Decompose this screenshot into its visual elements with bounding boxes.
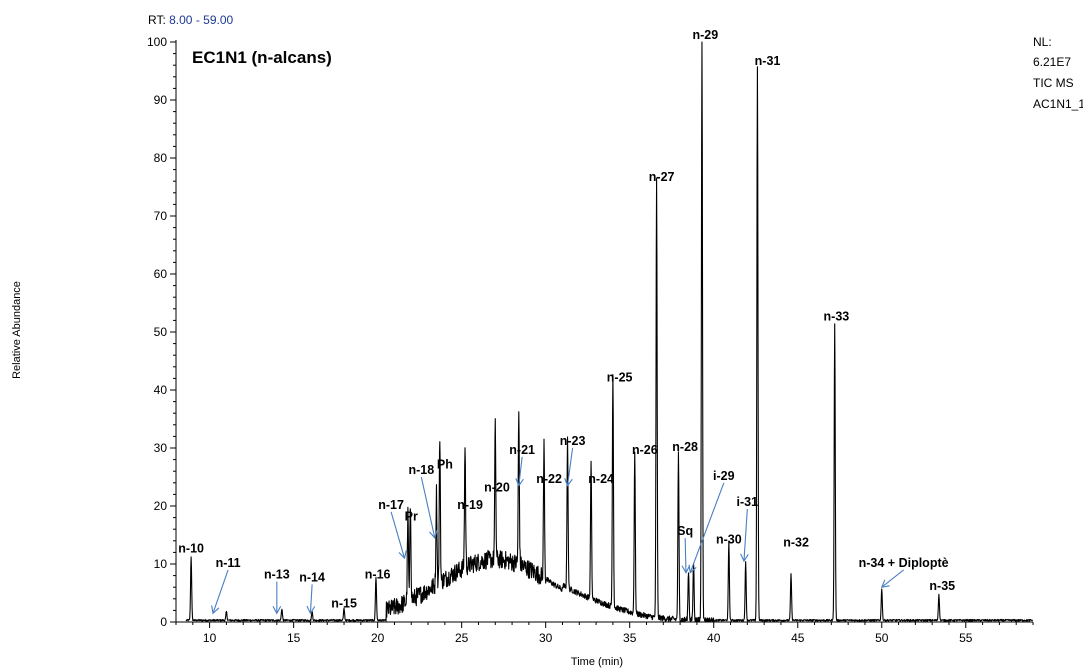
y-tick-label: 30 [154, 441, 168, 455]
x-axis-ticks: 10 15 20 25 30 35 40 45 50 55 [175, 622, 1034, 645]
file-name: AC1N1_1 [1033, 97, 1083, 111]
rt-value: 8.00 - 59.00 [169, 13, 233, 27]
peak-label: n-14 [299, 570, 325, 584]
peak-label: n-21 [509, 443, 535, 457]
peak-arrow-head [211, 605, 220, 615]
peak-label: n-22 [536, 472, 562, 486]
y-tick-label: 90 [154, 93, 168, 107]
y-tick-label: 50 [154, 325, 168, 339]
y-axis-ticks: 0 10 20 30 40 50 60 70 80 90 100 [147, 35, 176, 629]
peak-arrow-head [564, 478, 573, 487]
peak-label: n-11 [216, 556, 241, 570]
peak-label: i-31 [737, 495, 759, 509]
peak-arrow-head [740, 553, 749, 563]
y-tick-label: 80 [154, 151, 168, 165]
y-tick-label: 0 [160, 615, 167, 629]
chart-title: EC1N1 (n-alcans) [192, 48, 332, 67]
peak-arrow-head [272, 606, 282, 615]
peak-label: n-18 [408, 463, 434, 477]
peak-arrow-line [684, 537, 687, 573]
y-tick-label: 100 [147, 35, 167, 49]
rt-prefix: RT: [148, 13, 169, 27]
peak-arrow-line [212, 569, 229, 614]
peak-label: n-20 [484, 481, 510, 495]
peak-arrow-head [688, 564, 697, 574]
trace-type: TIC MS [1033, 76, 1074, 90]
peak-label: Ph [437, 457, 453, 471]
y-tick-label: 60 [154, 267, 168, 281]
rt-range-label: RT: 8.00 - 59.00 [148, 13, 234, 27]
nl-value: 6.21E7 [1033, 55, 1071, 69]
nl-label: NL: [1033, 35, 1052, 49]
x-tick-label: 50 [875, 631, 889, 645]
peak-label: n-23 [560, 434, 586, 448]
x-tick-label: 35 [623, 631, 637, 645]
x-axis-title: Time (min) [571, 656, 623, 668]
peak-label: n-16 [365, 568, 391, 582]
x-tick-label: 40 [707, 631, 721, 645]
peak-label: n-35 [929, 579, 955, 593]
y-tick-label: 70 [154, 209, 168, 223]
trace-line [185, 41, 1034, 623]
peak-arrow-head [429, 530, 438, 540]
y-tick-label: 20 [154, 499, 168, 513]
peak-arrows [211, 448, 904, 615]
peak-label: n-19 [457, 498, 483, 512]
peak-label: n-15 [331, 597, 357, 611]
peak-label: n-17 [378, 498, 404, 512]
peak-label: n-26 [632, 443, 658, 457]
peak-label: n-28 [672, 440, 698, 454]
peak-label: n-31 [755, 54, 781, 68]
peak-label: Sq [677, 524, 693, 538]
peak-label: i-29 [713, 469, 735, 483]
peak-label: n-10 [178, 541, 204, 555]
peak-arrow-line [881, 569, 904, 588]
peak-arrow-line [518, 456, 523, 486]
peak-arrow-head [306, 605, 316, 615]
y-axis-title: Relative Abundance [11, 281, 23, 379]
peak-label: n-29 [692, 28, 718, 42]
peak-label: n-24 [588, 472, 614, 486]
peak-label: n-30 [716, 533, 742, 547]
x-tick-label: 20 [371, 631, 385, 645]
peak-label: n-32 [783, 536, 809, 550]
peak-label: n-13 [264, 568, 290, 582]
y-tick-label: 40 [154, 383, 168, 397]
x-tick-label: 15 [287, 631, 301, 645]
peak-arrow-head [681, 565, 691, 574]
peak-label: Pr [405, 510, 418, 524]
x-tick-label: 10 [203, 631, 217, 645]
peak-arrow-head [515, 478, 524, 487]
peak-arrow-line [390, 511, 406, 559]
x-tick-label: 30 [539, 631, 553, 645]
peak-label: n-34 + Diploptè [859, 556, 949, 570]
peak-arrow-line [309, 584, 313, 614]
peak-arrow-line [689, 482, 725, 573]
x-tick-label: 45 [791, 631, 805, 645]
peak-arrow-line [743, 508, 748, 562]
peak-label: n-33 [824, 309, 850, 323]
peak-arrow-head [880, 579, 890, 588]
peak-label: n-25 [607, 370, 633, 384]
chromatogram-trace [185, 41, 1034, 623]
x-tick-label: 55 [959, 631, 973, 645]
peak-arrow-head [398, 550, 407, 560]
peak-label: n-27 [649, 170, 675, 184]
peak-arrow-line [420, 476, 436, 539]
x-tick-label: 25 [455, 631, 469, 645]
peak-arrow-line [566, 448, 574, 486]
y-tick-label: 10 [154, 557, 168, 571]
